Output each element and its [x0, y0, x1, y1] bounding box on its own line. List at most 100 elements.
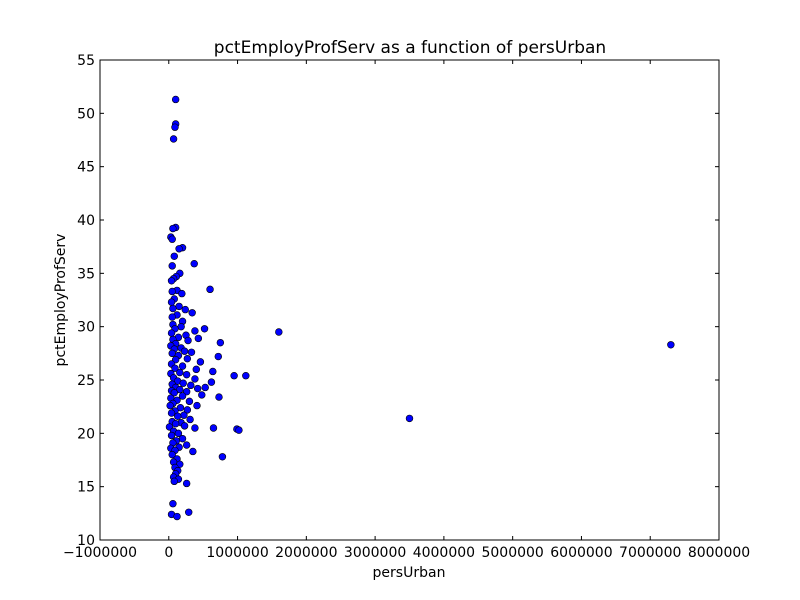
y-tick-label: 15 [77, 480, 95, 496]
data-point [182, 370, 191, 379]
x-tick-label: 6000000 [550, 545, 612, 561]
data-point [194, 334, 203, 343]
data-point [168, 287, 176, 296]
data-point [191, 375, 199, 383]
data-point [171, 420, 180, 428]
data-point [191, 424, 199, 432]
data-point [170, 477, 178, 486]
ticks-layer: −1000000 0 1000000 2000000 3000000 4000000 500… [63, 53, 750, 561]
x-tick-label: 5000000 [481, 545, 543, 561]
data-point [170, 252, 178, 260]
data-point [188, 309, 196, 317]
data-point [176, 385, 184, 394]
data-point [182, 441, 191, 449]
y-tick-label: 35 [77, 266, 95, 282]
data-point [215, 393, 223, 401]
data-point [242, 372, 250, 380]
data-point [167, 298, 176, 306]
data-point [230, 372, 238, 380]
data-point [405, 414, 414, 423]
y-tick-label: 40 [77, 213, 95, 229]
data-point [207, 378, 216, 386]
data-point [175, 245, 183, 253]
data-point [169, 224, 177, 233]
data-point [178, 392, 187, 400]
data-point [192, 365, 200, 374]
data-point [214, 352, 222, 361]
data-point [167, 329, 176, 337]
data-point [177, 322, 185, 331]
data-point [189, 447, 197, 456]
y-tick-label: 20 [77, 426, 95, 442]
data-point [187, 381, 195, 390]
data-point [209, 424, 218, 432]
x-tick-label: −1000000 [63, 545, 137, 561]
y-tick-label: 55 [77, 53, 95, 69]
data-point [168, 313, 176, 321]
data-point [168, 349, 176, 358]
data-point [235, 426, 243, 434]
x-tick-label: 1000000 [206, 545, 268, 561]
data-point [667, 341, 675, 349]
data-point [169, 304, 177, 313]
data-point [169, 500, 177, 508]
y-tick-label: 45 [77, 160, 95, 176]
data-point [175, 302, 183, 311]
data-point [185, 508, 193, 516]
chart-title: pctEmployProfServ as a function of persU… [214, 38, 606, 58]
data-point [167, 409, 176, 417]
data-point [173, 512, 181, 521]
data-point [178, 289, 186, 298]
data-point [209, 367, 217, 376]
data-point [182, 479, 191, 488]
data-point [201, 383, 209, 392]
x-tick-label: 4000000 [413, 545, 475, 561]
data-point [218, 453, 227, 461]
data-point [185, 397, 194, 406]
data-point [166, 401, 174, 410]
data-point [171, 95, 180, 104]
plot-frame [99, 59, 720, 541]
data-point [171, 364, 179, 372]
data-point [191, 327, 199, 335]
x-tick-label: 8000000 [688, 545, 750, 561]
data-point [196, 358, 205, 366]
data-point [169, 135, 178, 143]
data-point [167, 277, 176, 285]
data-point [168, 262, 176, 270]
data-point [176, 404, 185, 412]
data-point [193, 384, 202, 393]
y-tick-label: 50 [77, 106, 95, 122]
data-point [180, 347, 189, 355]
data-point [168, 235, 176, 243]
data-point [170, 389, 178, 397]
x-axis-label: persUrban [373, 565, 446, 581]
data-point [275, 328, 283, 336]
data-point [178, 362, 187, 370]
data-point [198, 391, 206, 399]
data-point [184, 336, 192, 345]
data-point [200, 325, 209, 333]
data-point [179, 379, 187, 387]
data-point [190, 260, 198, 268]
data-point [181, 305, 189, 314]
data-point [183, 354, 192, 363]
data-point [171, 123, 179, 131]
x-tick-label: 2000000 [275, 545, 337, 561]
data-point [180, 422, 189, 430]
data-point [216, 338, 225, 347]
data-point [174, 412, 182, 420]
data-point [176, 368, 184, 377]
y-tick-label: 10 [77, 533, 95, 549]
data-point [178, 434, 187, 443]
data-point [174, 429, 183, 438]
data-point [193, 401, 201, 410]
x-tick-label: 3000000 [344, 545, 406, 561]
data-point [187, 348, 196, 356]
y-tick-label: 30 [77, 320, 95, 336]
data-point [180, 411, 188, 419]
data-point [167, 431, 176, 440]
data-point [186, 415, 194, 424]
y-axis-label: pctEmployProfServ [53, 234, 69, 367]
